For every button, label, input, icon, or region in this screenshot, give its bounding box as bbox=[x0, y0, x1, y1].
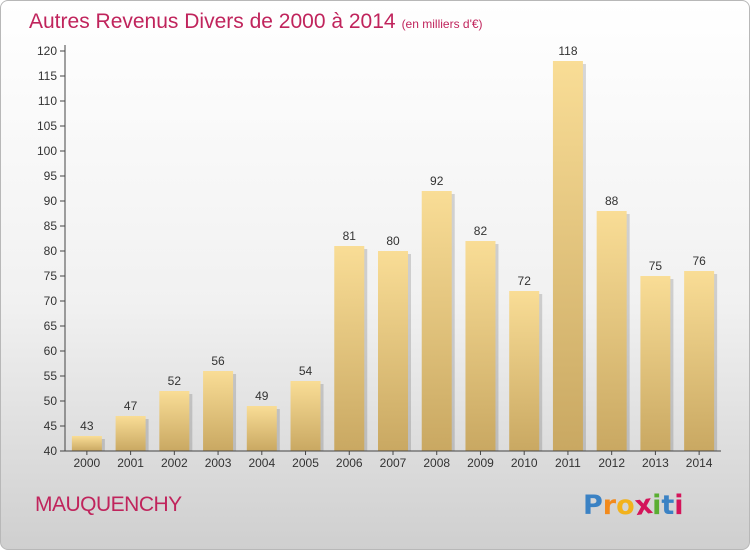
y-tick-label: 55 bbox=[44, 369, 58, 383]
bar-2011: 118 bbox=[552, 44, 586, 451]
logo-letter: o bbox=[616, 490, 635, 521]
bar-value-label: 49 bbox=[255, 389, 269, 403]
proxiti-logo[interactable]: Proxiti bbox=[583, 488, 684, 523]
logo-letter: i bbox=[652, 490, 662, 521]
bar-rect bbox=[246, 406, 277, 451]
bar-2013: 75 bbox=[640, 259, 674, 451]
axes-group: 2000 2001 2002 2003 2004 2005 2006 2007 2008 2009… bbox=[37, 44, 721, 470]
bar-rect bbox=[159, 391, 190, 451]
bar-2007: 80 bbox=[378, 234, 411, 451]
bar-value-label: 76 bbox=[692, 254, 706, 268]
x-tick-label: 2009 bbox=[467, 456, 494, 470]
x-tick-label: 2010 bbox=[511, 456, 538, 470]
bar-value-label: 80 bbox=[386, 234, 400, 248]
bar-2004: 49 bbox=[246, 389, 280, 451]
bar-value-label: 54 bbox=[299, 364, 313, 378]
y-tick-label: 85 bbox=[44, 219, 58, 233]
bar-2009: 82 bbox=[465, 224, 499, 451]
x-tick-label: 2004 bbox=[248, 456, 275, 470]
bar-rect bbox=[71, 436, 102, 451]
y-tick-label: 120 bbox=[37, 44, 57, 58]
bar-2010: 72 bbox=[509, 274, 543, 451]
logo-letter: x bbox=[632, 488, 655, 523]
chart-title: Autres Revenus Divers de 2000 à 2014 (en … bbox=[29, 10, 483, 34]
bar-2014: 76 bbox=[684, 254, 718, 451]
y-tick-label: 90 bbox=[44, 194, 58, 208]
bar-rect bbox=[115, 416, 146, 451]
y-tick-label: 65 bbox=[44, 319, 58, 333]
bar-rect bbox=[640, 276, 671, 451]
y-tick-label: 45 bbox=[44, 419, 58, 433]
bar-rect bbox=[552, 61, 583, 451]
bar-value-label: 75 bbox=[649, 259, 663, 273]
y-tick-label: 50 bbox=[44, 394, 58, 408]
x-tick-label: 2014 bbox=[686, 456, 713, 470]
x-tick-label: 2013 bbox=[642, 456, 669, 470]
bar-rect bbox=[684, 271, 715, 451]
bar-rect bbox=[203, 371, 234, 451]
bar-rect bbox=[334, 246, 365, 451]
bar-2005: 54 bbox=[290, 364, 324, 451]
bar-value-label: 43 bbox=[80, 419, 94, 433]
bars-group: 43 47 52 56 49 54 81 80 92 82 72 118 88 75 76 bbox=[71, 44, 718, 451]
bar-value-label: 92 bbox=[430, 174, 444, 188]
logo-letter: i bbox=[674, 490, 684, 521]
x-tick-label: 2003 bbox=[205, 456, 232, 470]
logo-letter: P bbox=[583, 490, 603, 521]
bar-value-label: 47 bbox=[124, 399, 138, 413]
logo-letter: t bbox=[661, 490, 675, 521]
x-tick-label: 2012 bbox=[598, 456, 625, 470]
y-tick-label: 80 bbox=[44, 244, 58, 258]
y-tick-label: 95 bbox=[44, 169, 58, 183]
bar-2006: 81 bbox=[334, 229, 368, 451]
bar-2008: 92 bbox=[421, 174, 455, 451]
y-tick-label: 75 bbox=[44, 269, 58, 283]
bar-value-label: 56 bbox=[211, 354, 225, 368]
bar-2002: 52 bbox=[159, 374, 193, 451]
bar-2012: 88 bbox=[596, 194, 630, 451]
commune-name: MAUQUENCHY bbox=[35, 493, 182, 516]
bar-rect bbox=[378, 251, 408, 451]
x-tick-label: 2006 bbox=[336, 456, 363, 470]
x-tick-label: 2005 bbox=[292, 456, 319, 470]
bar-2000: 43 bbox=[71, 419, 105, 451]
x-tick-label: 2008 bbox=[423, 456, 450, 470]
bar-rect bbox=[596, 211, 627, 451]
bar-rect bbox=[421, 191, 452, 451]
logo-letter: r bbox=[602, 490, 617, 521]
x-tick-label: 2011 bbox=[555, 456, 581, 470]
bar-2001: 47 bbox=[115, 399, 149, 451]
x-tick-label: 2001 bbox=[117, 456, 144, 470]
bar-value-label: 88 bbox=[605, 194, 619, 208]
y-tick-label: 70 bbox=[44, 294, 58, 308]
bar-2003: 56 bbox=[203, 354, 237, 451]
chart-title-text: Autres Revenus Divers de 2000 à 2014 bbox=[29, 10, 396, 33]
y-tick-label: 40 bbox=[44, 444, 58, 458]
bar-value-label: 118 bbox=[558, 44, 577, 58]
y-tick-label: 60 bbox=[44, 344, 58, 358]
bar-rect bbox=[465, 241, 496, 451]
chart-unit: (en milliers d'€) bbox=[401, 17, 483, 31]
bar-value-label: 72 bbox=[518, 274, 532, 288]
x-tick-label: 2002 bbox=[161, 456, 188, 470]
y-tick-label: 100 bbox=[37, 144, 57, 158]
y-tick-label: 110 bbox=[38, 94, 57, 108]
bar-rect bbox=[509, 291, 540, 451]
x-tick-label: 2007 bbox=[380, 456, 407, 470]
y-tick-label: 105 bbox=[37, 119, 57, 133]
bar-value-label: 81 bbox=[343, 229, 357, 243]
x-tick-label: 2000 bbox=[74, 456, 101, 470]
bar-value-label: 82 bbox=[474, 224, 488, 238]
bar-value-label: 52 bbox=[168, 374, 182, 388]
y-tick-label: 115 bbox=[38, 69, 57, 83]
bar-rect bbox=[290, 381, 321, 451]
